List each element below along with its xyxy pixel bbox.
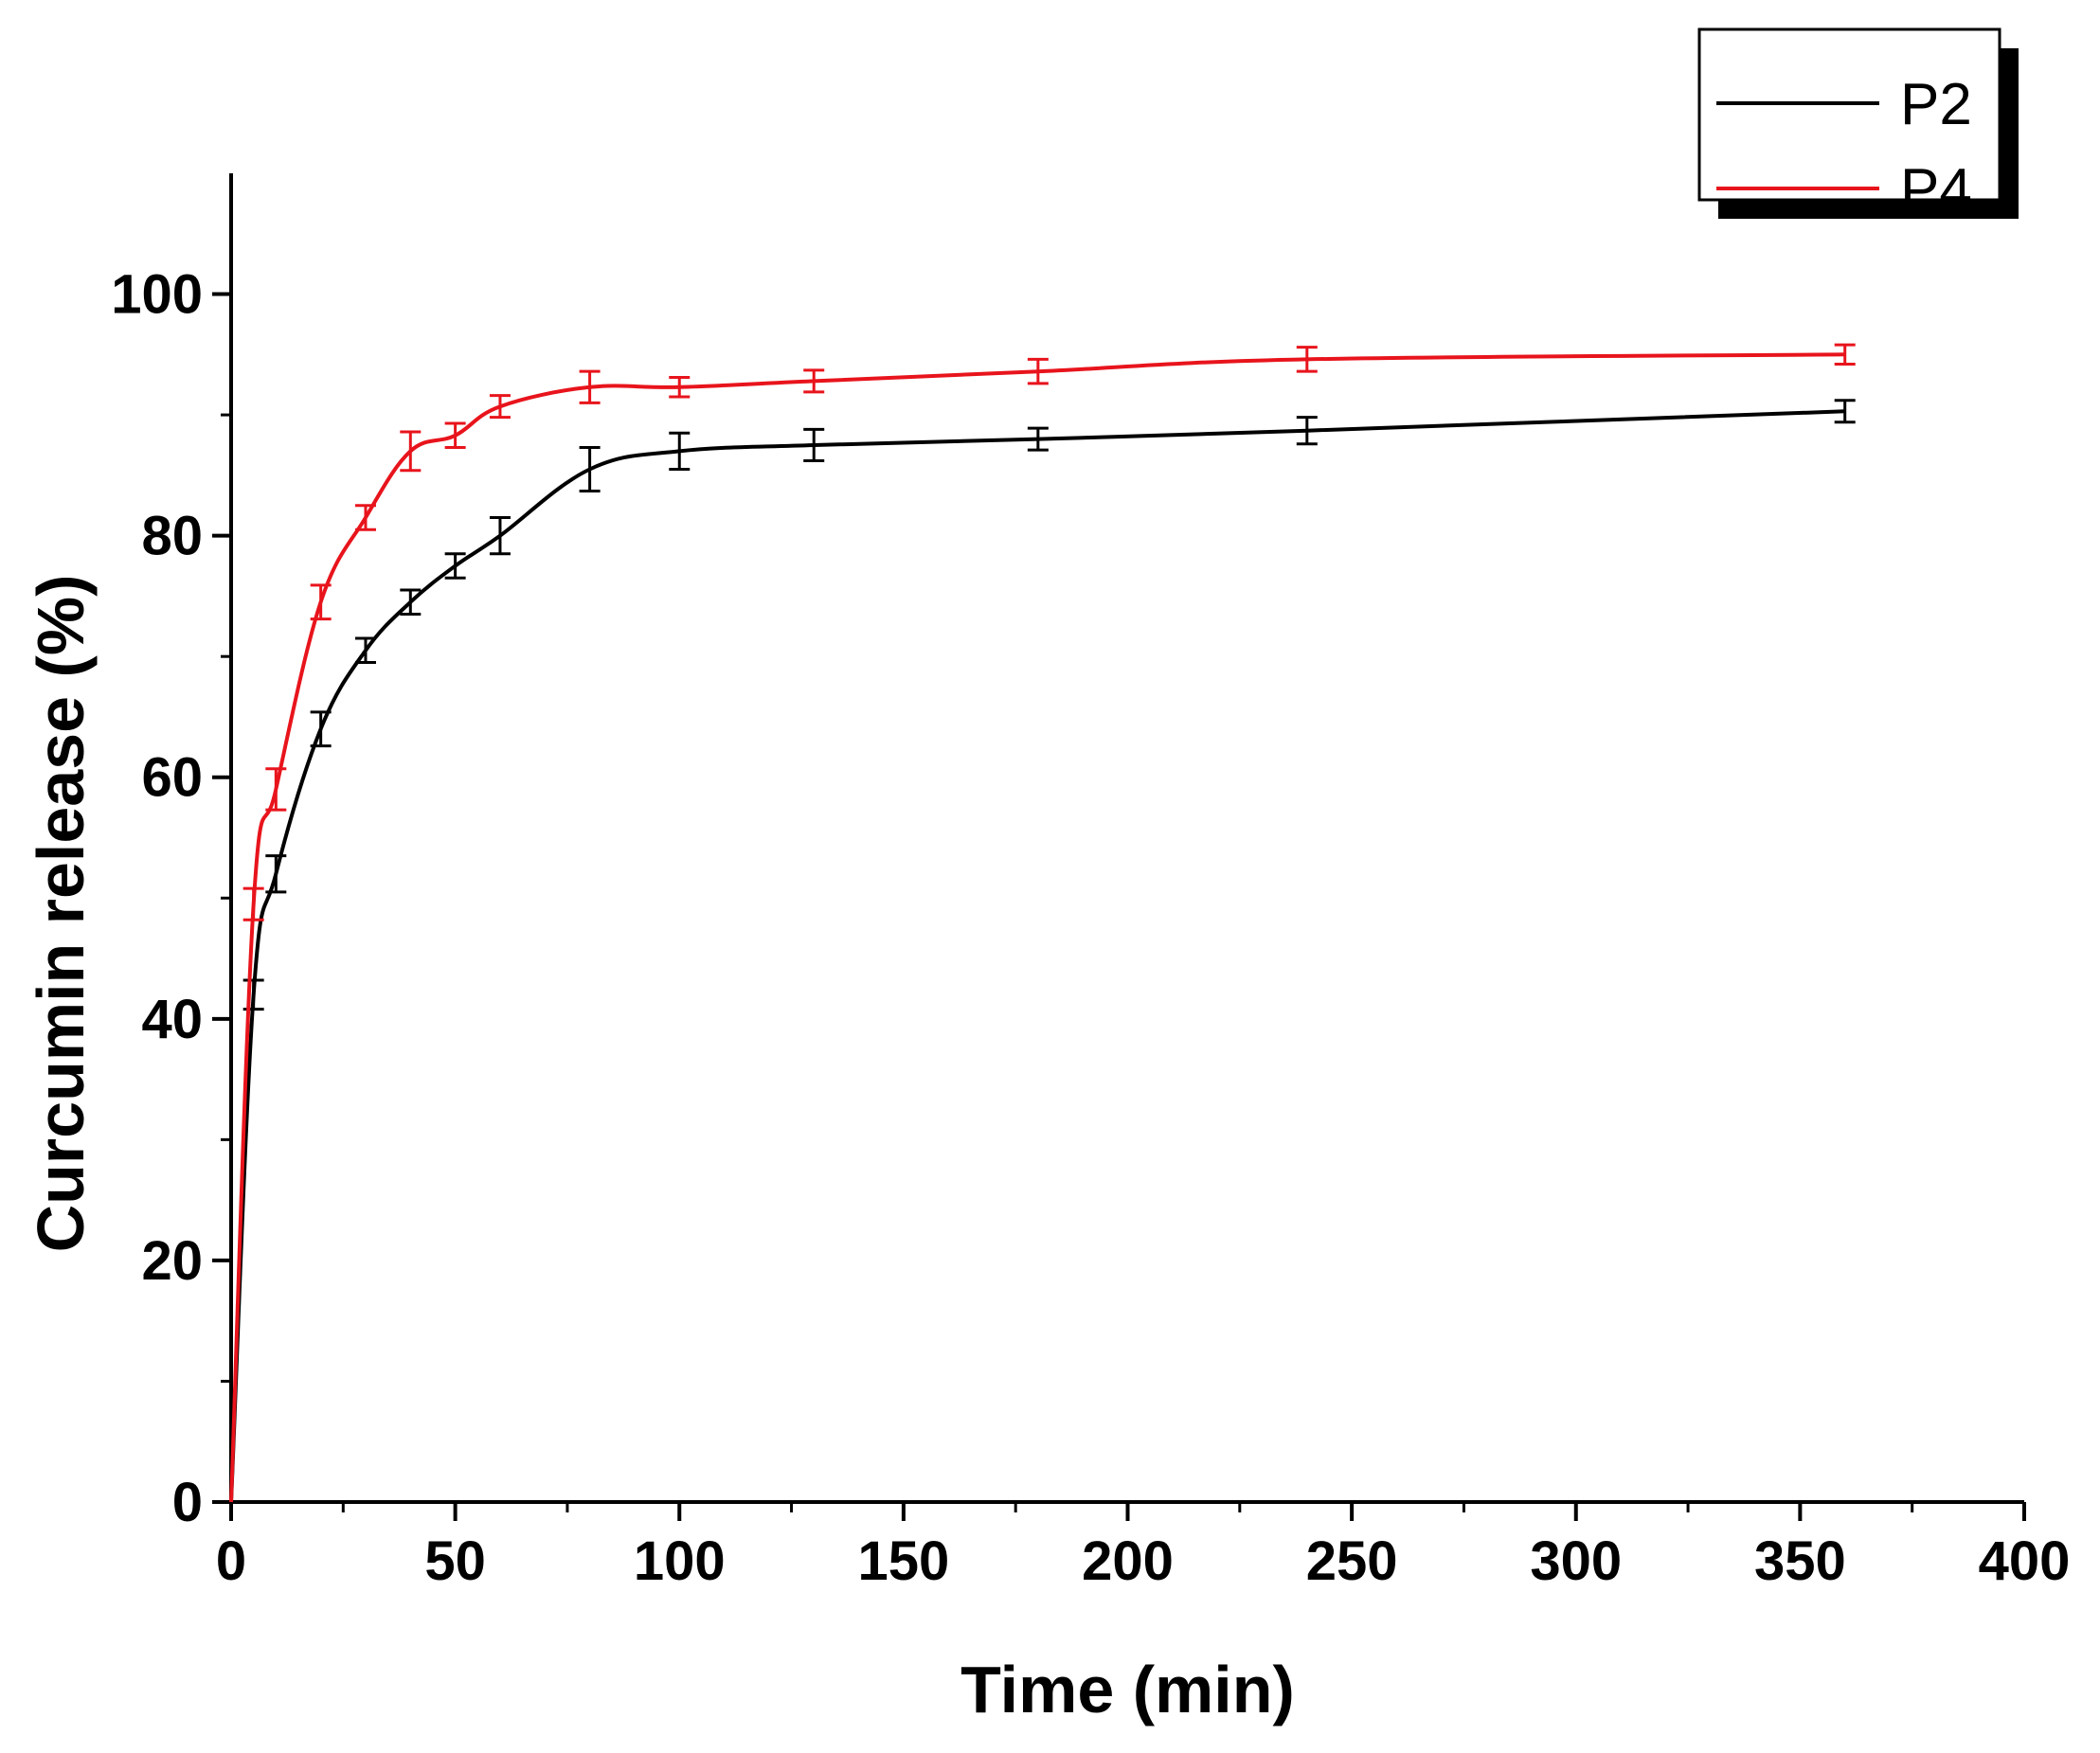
- x-tick-label: 200: [1082, 1530, 1174, 1592]
- series-p2: [229, 399, 1856, 1503]
- error-bar: [400, 588, 422, 617]
- legend-item-p4: P4: [1716, 157, 1972, 223]
- error-bar: [489, 394, 511, 420]
- error-bar: [444, 421, 466, 450]
- error-bar: [1027, 426, 1049, 452]
- error-bar: [242, 978, 264, 1011]
- legend-label: P2: [1900, 72, 1972, 137]
- x-tick-label: 0: [216, 1530, 246, 1592]
- y-tick-label: 80: [141, 506, 203, 567]
- error-bar: [242, 886, 264, 921]
- error-bar: [444, 552, 466, 580]
- error-bar: [400, 430, 422, 473]
- error-bar: [489, 516, 511, 556]
- x-tick-label: 150: [857, 1530, 949, 1592]
- error-bar: [579, 369, 601, 404]
- error-bar: [265, 767, 287, 812]
- y-tick-label: 100: [111, 264, 203, 326]
- x-tick-label: 300: [1530, 1530, 1622, 1592]
- error-bar: [354, 636, 376, 665]
- axis-labels: Time (min) Curcumin release (%): [24, 575, 1295, 1726]
- y-tick-label: 0: [172, 1472, 203, 1533]
- y-tick-label: 20: [141, 1230, 203, 1292]
- error-bar: [803, 427, 825, 463]
- x-tick-label: 100: [634, 1530, 726, 1592]
- series-p4: [229, 343, 1856, 1503]
- legend-box: [1697, 27, 2001, 202]
- error-bar: [265, 854, 287, 894]
- x-tick-label: 250: [1306, 1530, 1398, 1592]
- y-tick-label: 40: [141, 989, 203, 1050]
- x-tick-label: 400: [1979, 1530, 2071, 1592]
- error-bar: [1296, 346, 1318, 373]
- legend-label: P4: [1900, 157, 1972, 223]
- series-line-p4: [229, 352, 1845, 1503]
- error-bar: [1834, 343, 1856, 367]
- error-bar: [310, 583, 332, 621]
- x-tick-label: 50: [424, 1530, 486, 1592]
- error-bar: [803, 368, 825, 394]
- axes: 0 50 100 150 200 250 300 350 400 0 20 40 60 80 100: [111, 173, 2070, 1592]
- series-line-p2: [229, 409, 1845, 1503]
- error-bar: [1834, 399, 1856, 424]
- error-bar: [669, 431, 691, 471]
- series-layer: [229, 343, 1856, 1503]
- x-tick-label: 350: [1754, 1530, 1846, 1592]
- y-tick-label: 60: [141, 747, 203, 809]
- error-bar: [354, 504, 376, 531]
- error-bar: [310, 710, 332, 748]
- error-bar: [579, 446, 601, 492]
- legend-item-p2: P2: [1716, 72, 1972, 137]
- x-axis-title: Time (min): [960, 1653, 1295, 1726]
- error-bar: [1027, 357, 1049, 385]
- y-axis-title: Curcumin release (%): [24, 575, 98, 1253]
- error-bar: [669, 376, 691, 399]
- error-bar: [1296, 416, 1318, 446]
